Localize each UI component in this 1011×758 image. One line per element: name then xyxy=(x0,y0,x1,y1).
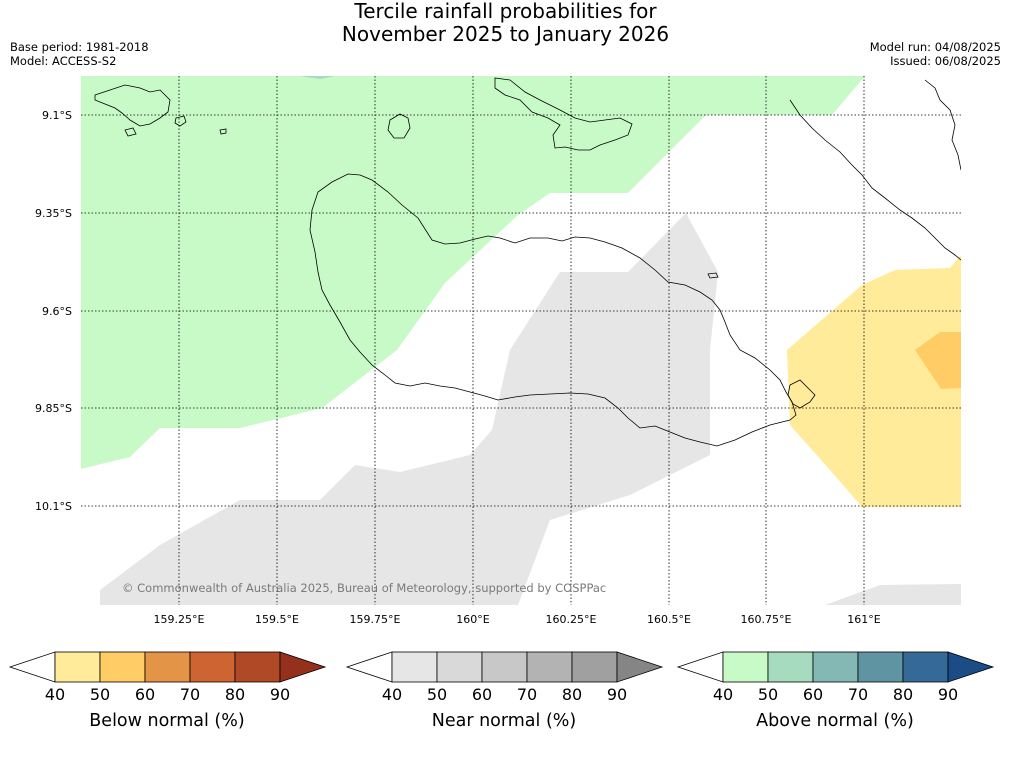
lon-label: 159.75°E xyxy=(350,613,401,626)
malaita-north xyxy=(924,79,961,171)
model-run: Model run: 04/08/2025 xyxy=(869,40,1001,54)
legend-above-normal: 40 50 60 70 80 90 Above normal (%) xyxy=(676,651,995,731)
islet-2 xyxy=(219,128,227,135)
legend-tick-label: 40 xyxy=(382,685,402,704)
florida-islands xyxy=(494,77,633,151)
island-small-east xyxy=(707,272,719,279)
issued-date: Issued: 06/08/2025 xyxy=(890,54,1001,68)
legend-tick-label: 80 xyxy=(893,685,913,704)
legend-below-normal: 40 50 60 70 80 90 Below normal (%) xyxy=(8,651,327,731)
map-title: Tercile rainfall probabilities for Novem… xyxy=(0,0,1011,46)
coastlines xyxy=(94,77,961,447)
lon-label: 161°E xyxy=(847,613,880,626)
legend-tick-label: 40 xyxy=(713,685,733,704)
legend-swatch xyxy=(902,651,949,683)
legend-title: Above normal (%) xyxy=(756,711,914,731)
malaita-coastline xyxy=(789,99,961,261)
legend-title: Below normal (%) xyxy=(89,711,244,731)
legend-tick-label: 70 xyxy=(180,685,200,704)
legend-extend-low xyxy=(345,651,393,683)
below-normal-60-region xyxy=(915,332,961,389)
lon-label: 160°E xyxy=(456,613,489,626)
legend-extend-high xyxy=(279,651,327,683)
legend-tick-label: 70 xyxy=(848,685,868,704)
islet-1 xyxy=(174,115,187,127)
guadalcanal-coastline xyxy=(309,173,797,447)
legend-extend-high xyxy=(616,651,664,683)
legend-tick-label: 90 xyxy=(270,685,290,704)
near-normal-region-south xyxy=(825,584,961,605)
graticule xyxy=(81,76,961,605)
legend-tick-label: 70 xyxy=(517,685,537,704)
legend-tick-label: 60 xyxy=(472,685,492,704)
legend-swatch xyxy=(571,651,618,683)
legend-tick-label: 60 xyxy=(135,685,155,704)
latitude-labels: 9.1°S 9.35°S 9.6°S 9.85°S 10.1°S xyxy=(35,109,72,513)
metadata-left: Base period: 1981-2018 Model: ACCESS-S2 xyxy=(10,40,149,68)
legend-swatch xyxy=(857,651,904,683)
lat-label: 10.1°S xyxy=(35,500,72,513)
model-name: Model: ACCESS-S2 xyxy=(10,54,117,68)
legend-swatch xyxy=(436,651,483,683)
lon-label: 159.5°E xyxy=(255,613,299,626)
below-normal-region xyxy=(787,255,961,507)
legend-swatch xyxy=(812,651,859,683)
legend-title: Near normal (%) xyxy=(432,711,577,731)
near-normal-region-main xyxy=(100,213,718,605)
legend-swatch xyxy=(481,651,528,683)
legend-tick-label: 80 xyxy=(225,685,245,704)
legend-extend-low xyxy=(676,651,724,683)
lon-label: 160.5°E xyxy=(647,613,691,626)
above-normal-speck xyxy=(300,76,335,79)
legend-swatch xyxy=(189,651,236,683)
legend-tick-label: 90 xyxy=(938,685,958,704)
lat-label: 9.6°S xyxy=(42,305,72,318)
lat-label: 9.35°S xyxy=(35,207,72,220)
legend-extend-low xyxy=(8,651,56,683)
title-line-1: Tercile rainfall probabilities for xyxy=(354,0,657,23)
legend-tick-label: 90 xyxy=(607,685,627,704)
island-north-central xyxy=(387,113,411,139)
legend-tick-label: 50 xyxy=(758,685,778,704)
longitude-labels: 159.25°E 159.5°E 159.75°E 160°E 160.25°E… xyxy=(154,613,881,626)
legend-swatch xyxy=(526,651,573,683)
legend-tick-label: 50 xyxy=(90,685,110,704)
copyright-notice: © Commonwealth of Australia 2025, Bureau… xyxy=(122,581,606,595)
legend-tick-label: 50 xyxy=(427,685,447,704)
map-area: © Commonwealth of Australia 2025, Bureau… xyxy=(81,76,961,605)
legend-extend-high xyxy=(947,651,995,683)
base-period: Base period: 1981-2018 xyxy=(10,40,149,54)
legend-tick-label: 40 xyxy=(45,685,65,704)
lon-label: 160.25°E xyxy=(546,613,597,626)
legend-swatch xyxy=(722,651,769,683)
legend-swatch xyxy=(54,651,101,683)
title-line-2: November 2025 to January 2026 xyxy=(341,22,670,46)
legend-swatch xyxy=(391,651,438,683)
lat-label: 9.1°S xyxy=(42,109,72,122)
russell-islands xyxy=(94,84,171,127)
marau-sound xyxy=(787,379,816,409)
lon-label: 159.25°E xyxy=(154,613,205,626)
legend-tick-label: 60 xyxy=(803,685,823,704)
legend-swatch xyxy=(99,651,146,683)
metadata-right: Model run: 04/08/2025 Issued: 06/08/2025 xyxy=(870,40,1001,68)
legend-near-normal: 40 50 60 70 80 90 Near normal (%) xyxy=(345,651,664,731)
legend-swatch xyxy=(144,651,191,683)
islet-3 xyxy=(124,127,137,137)
lon-label: 160.75°E xyxy=(741,613,792,626)
lat-label: 9.85°S xyxy=(35,402,72,415)
legend-swatch xyxy=(767,651,814,683)
legend-swatch xyxy=(234,651,281,683)
legend-tick-label: 80 xyxy=(562,685,582,704)
